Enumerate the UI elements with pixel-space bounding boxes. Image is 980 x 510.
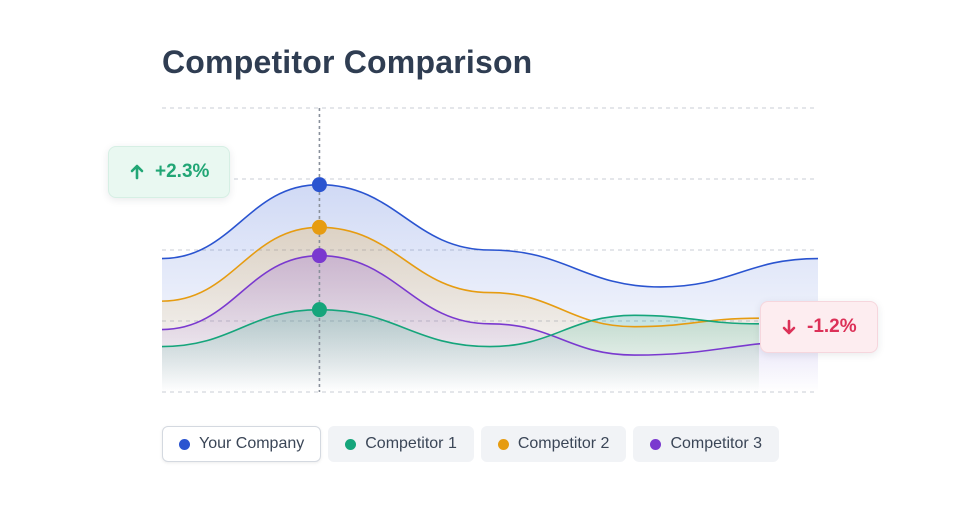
legend-item-competitor-2[interactable]: Competitor 2 (480, 426, 627, 462)
chart-title: Competitor Comparison (162, 44, 533, 80)
hover-points (311, 177, 327, 318)
legend: Your Company Competitor 1 Competitor 2 C… (162, 426, 780, 462)
series-areas (162, 184, 818, 392)
change-up-value: +2.3% (155, 161, 210, 182)
series-area (162, 309, 759, 392)
arrow-down-icon (781, 319, 797, 335)
series-line (161, 308, 759, 348)
hover-point (311, 248, 327, 264)
series-lines (161, 183, 819, 356)
legend-dot (497, 438, 509, 450)
change-badge-up: +2.3% (108, 146, 231, 198)
legend-label: Competitor 2 (517, 435, 610, 452)
legend-dot (179, 438, 190, 450)
legend-dot (650, 438, 662, 450)
change-down-value: -1.2% (807, 316, 857, 337)
hover-point (311, 302, 327, 318)
legend-dot (345, 438, 357, 450)
hover-point (311, 177, 327, 193)
legend-label: Competitor 3 (670, 435, 763, 452)
legend-item-competitor-3[interactable]: Competitor 3 (633, 426, 780, 462)
change-badge-down: -1.2% (760, 301, 878, 353)
series-line (161, 226, 759, 328)
legend-item-your-company[interactable]: Your Company (162, 426, 322, 462)
series-line (161, 254, 819, 356)
legend-item-competitor-1[interactable]: Competitor 1 (328, 426, 474, 462)
arrow-up-icon (129, 164, 145, 180)
legend-label: Your Company (199, 435, 305, 452)
hover-point (311, 219, 327, 235)
series-line (161, 183, 819, 288)
legend-label: Competitor 1 (365, 435, 457, 452)
